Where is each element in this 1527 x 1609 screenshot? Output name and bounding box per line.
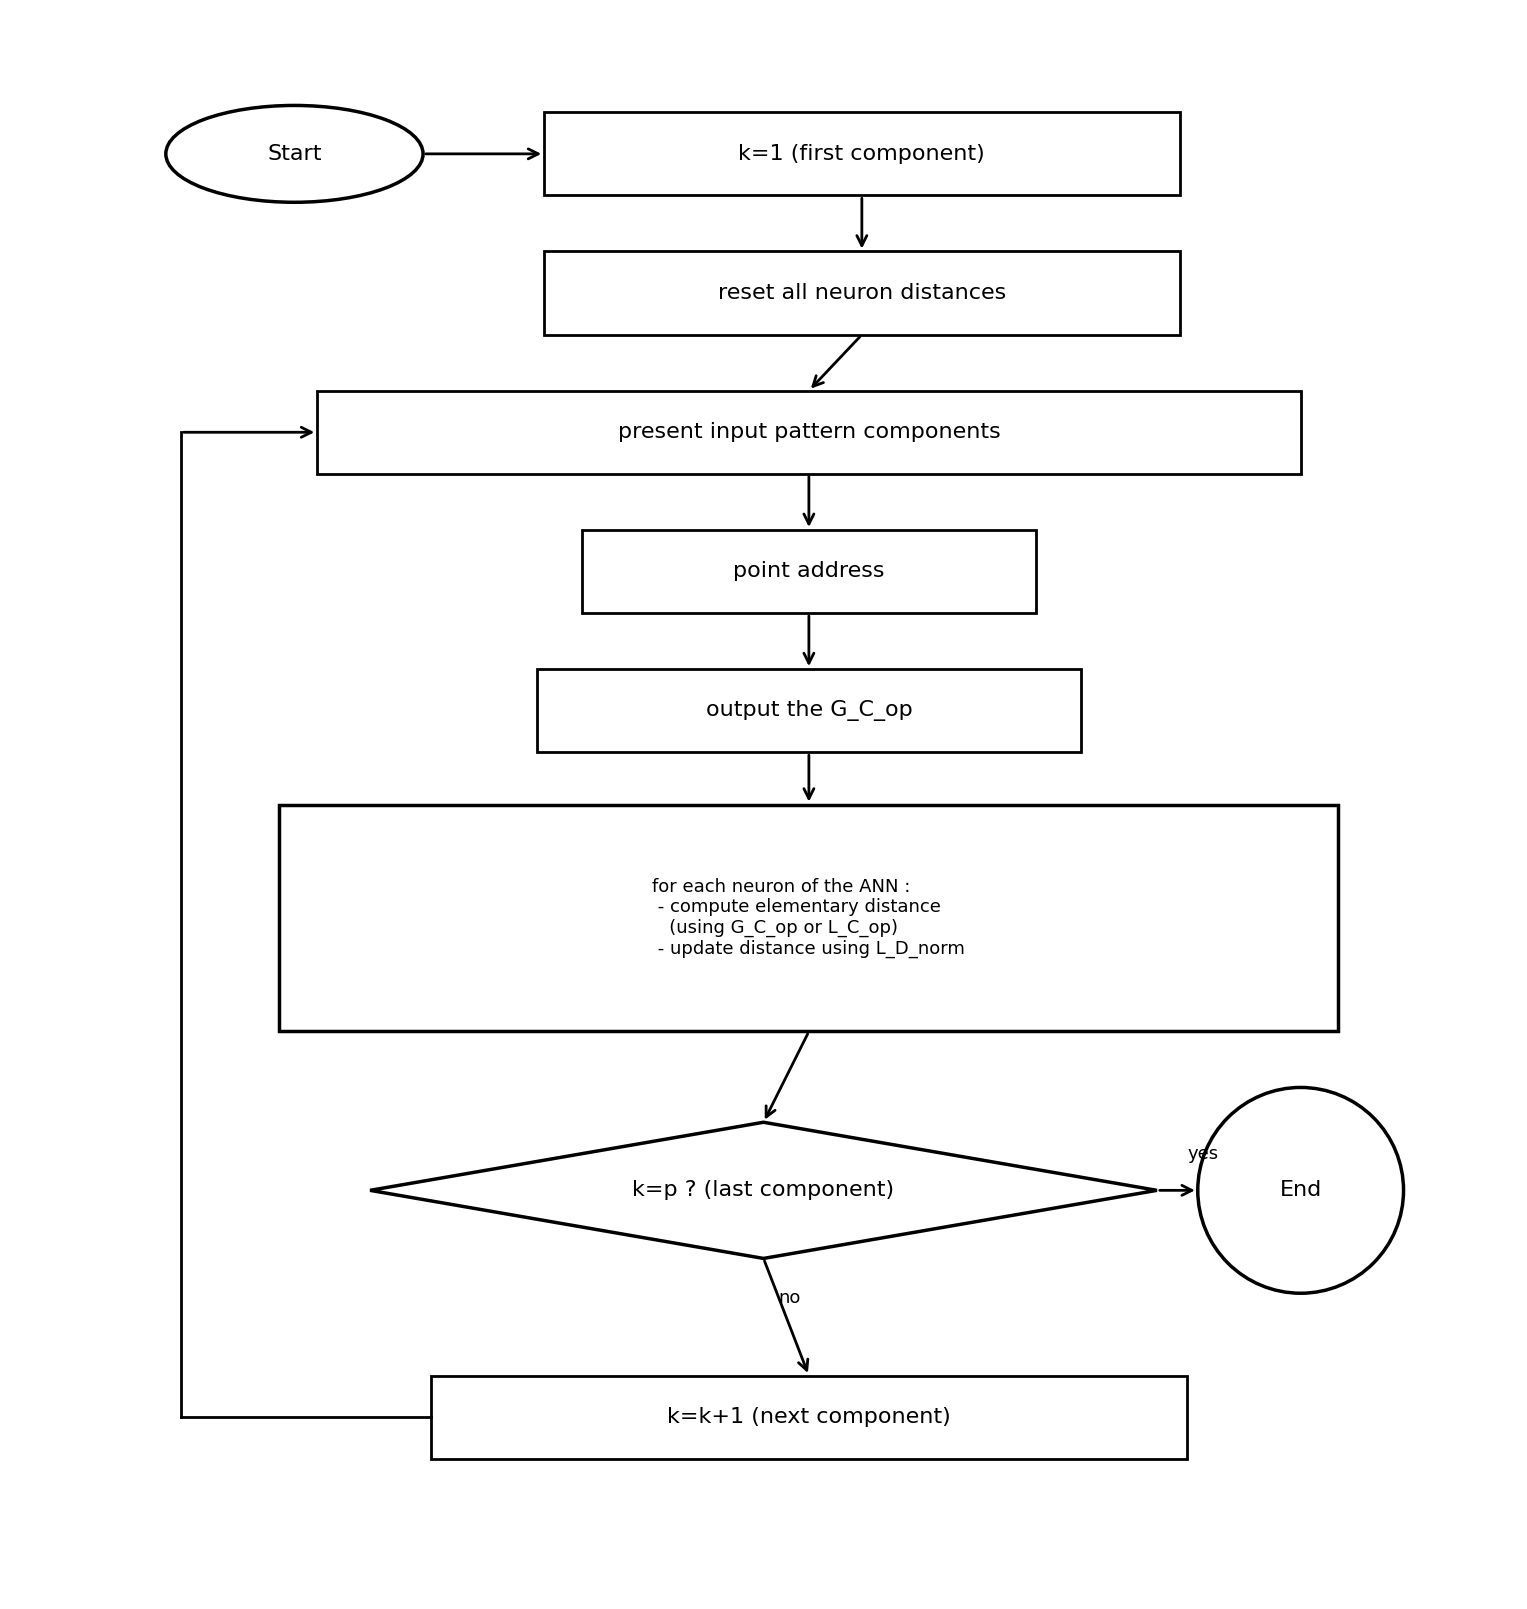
Circle shape xyxy=(1197,1088,1403,1294)
Bar xyxy=(279,804,1339,1031)
Polygon shape xyxy=(370,1121,1157,1258)
Text: End: End xyxy=(1280,1181,1322,1200)
Bar xyxy=(544,251,1179,335)
Ellipse shape xyxy=(166,106,423,203)
Text: output the G_C_op: output the G_C_op xyxy=(705,700,912,721)
Bar xyxy=(582,529,1035,613)
Text: present input pattern components: present input pattern components xyxy=(617,422,1000,442)
Text: k=p ? (last component): k=p ? (last component) xyxy=(632,1181,895,1200)
Text: no: no xyxy=(779,1289,802,1307)
Bar xyxy=(536,669,1081,753)
Text: k=1 (first component): k=1 (first component) xyxy=(739,143,985,164)
Text: point address: point address xyxy=(733,562,884,581)
Text: reset all neuron distances: reset all neuron distances xyxy=(718,283,1006,302)
Bar xyxy=(431,1376,1186,1459)
Text: Start: Start xyxy=(267,143,322,164)
Text: for each neuron of the ANN :
 - compute elementary distance
   (using G_C_op or : for each neuron of the ANN : - compute e… xyxy=(652,877,965,959)
Bar xyxy=(544,113,1179,195)
Text: k=k+1 (next component): k=k+1 (next component) xyxy=(667,1408,951,1427)
Bar xyxy=(318,391,1301,475)
Text: yes: yes xyxy=(1186,1146,1219,1163)
